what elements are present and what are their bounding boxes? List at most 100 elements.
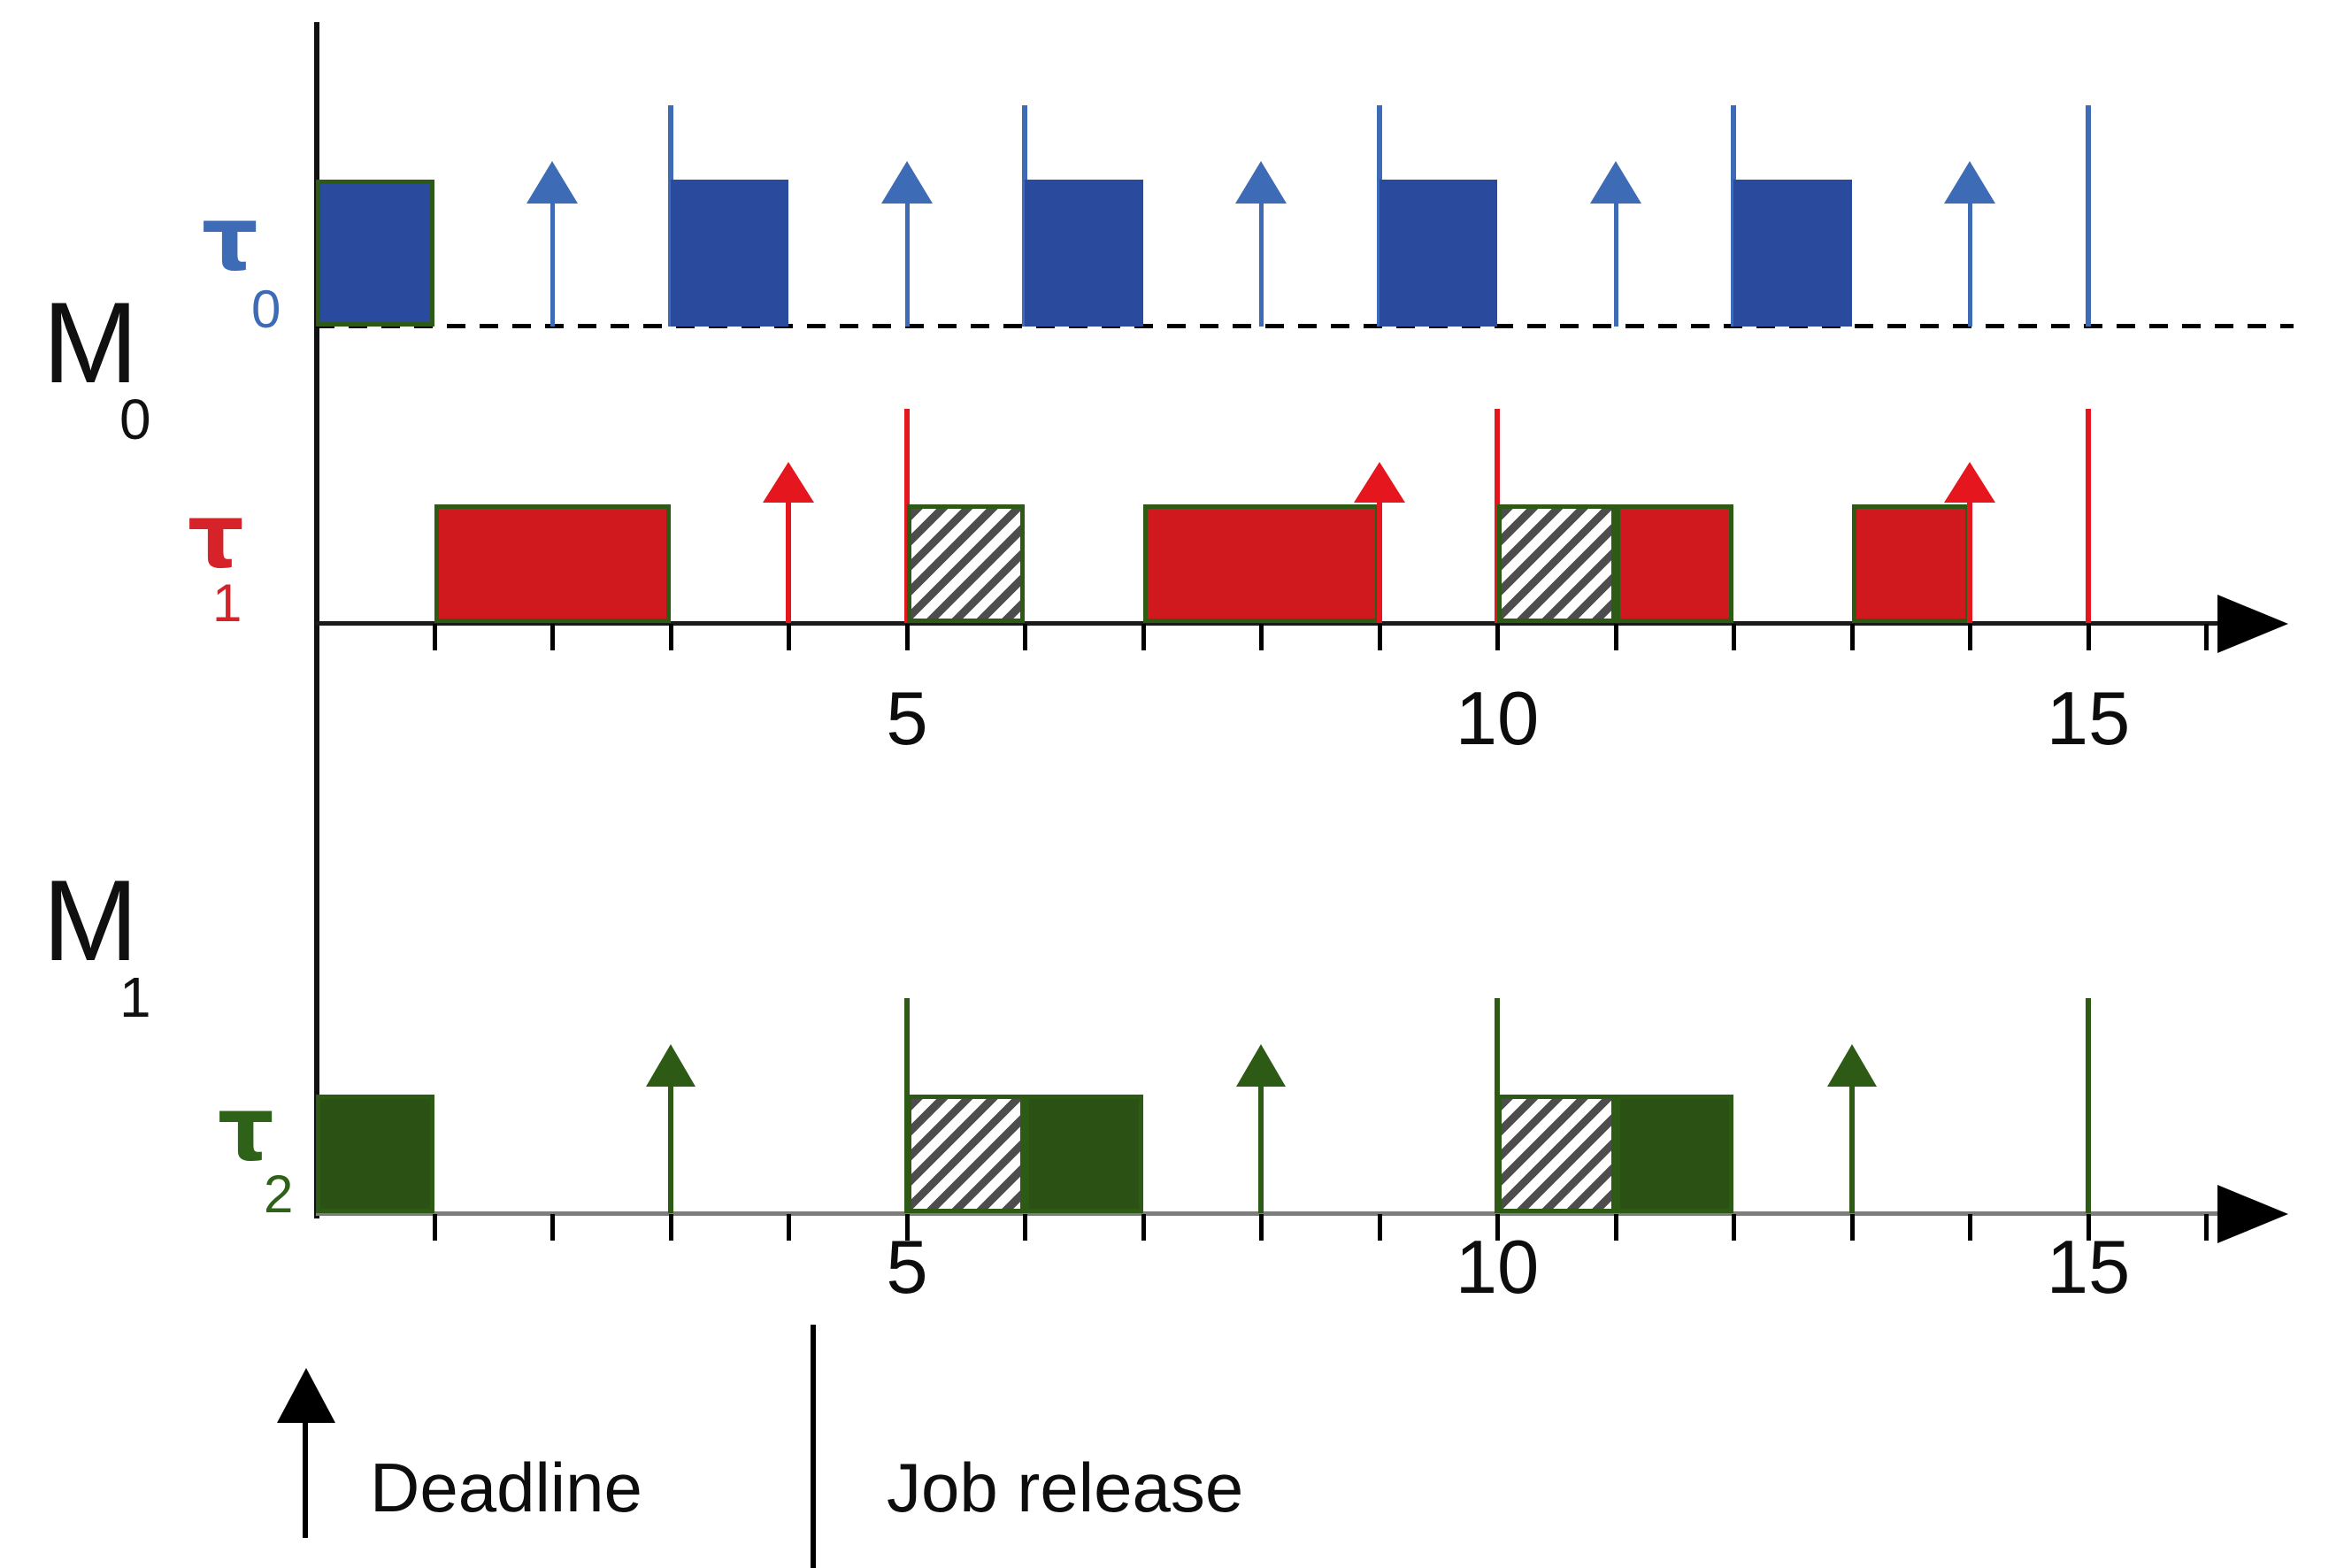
axis-0-tick [1023,624,1027,650]
tau0-deadline-arrow-stem [1259,198,1264,327]
tau1-execution-block [434,504,671,623]
axis-1-tick [1141,1214,1146,1241]
axis-1-tick [2204,1214,2209,1241]
tau2-deadline-arrow-stem [1849,1081,1855,1213]
legend-deadline-label: Deadline [370,1449,642,1526]
legend: Deadline Job release [0,1318,1327,1568]
tau0-deadline-arrow-icon [881,161,933,204]
deadline-arrow-stem [303,1418,308,1538]
legend-job-release-label: Job release [887,1449,1244,1526]
task-tau1-subscript: 1 [212,573,242,633]
tau0-deadline-arrow-stem [1614,198,1618,327]
tau0-deadline-arrow-stem [1968,198,1972,327]
tau1-deadline-arrow-stem [786,497,791,623]
tau1-deadline-arrow-stem [1377,497,1382,623]
axis-0-tick [1141,624,1146,650]
tau1-deadline-arrow-icon [1944,462,1995,503]
axis-0-label: 10 [1455,677,1540,761]
axis-0-tick [1850,624,1855,650]
tau0-execution-block [1025,180,1143,327]
axis-1-arrowhead-icon [2217,1185,2288,1243]
tau2-deadline-arrow-icon [646,1044,696,1087]
tau0-execution-block [1733,180,1852,327]
axis-1-tick [550,1214,555,1241]
axis-0-tick [669,624,673,650]
axis-0-tick [2087,624,2091,650]
y-axis-line [314,22,319,1218]
tau2-execution-block [907,1095,1025,1213]
tau1-deadline-arrow-icon [763,462,814,503]
axis-1-tick [1968,1214,1972,1241]
task-tau0-label: τ [202,187,258,290]
tau2-deadline-arrow-icon [1827,1044,1877,1087]
tau1-execution-block [907,504,1025,623]
axis-0-tick [1495,624,1500,650]
tau0-deadline-arrow-stem [550,198,555,327]
axis-0-tick [2204,624,2209,650]
task-tau2-label: τ [218,1077,274,1180]
axis-0-tick [787,624,791,650]
deadline-arrow-icon [277,1368,335,1423]
axis-1-tick [1732,1214,1736,1241]
axis-0-tick [433,624,437,650]
tau1-execution-block [1616,504,1733,623]
tau0-deadline-arrow-icon [1590,161,1641,204]
axis-1-tick [1614,1214,1618,1241]
tau0-deadline-arrow-stem [905,198,910,327]
tau2-execution-block [1497,1095,1616,1213]
axis-0-tick [1968,624,1972,650]
tau1-deadline-arrow-icon [1354,462,1405,503]
tau2-deadline-arrow-stem [668,1081,673,1213]
axis-1-label: 15 [2046,1226,2131,1310]
tau1-execution-block [1852,504,1970,623]
machine-1-label: M [42,856,139,985]
axis-1-tick [905,1214,910,1241]
axis-0-tick [1732,624,1736,650]
task-tau2-subscript: 2 [264,1164,294,1224]
axis-1-tick [1378,1214,1382,1241]
tau1-deadline-arrow-stem [1967,497,1972,623]
axis-0-tick [905,624,910,650]
axis-1-tick [787,1214,791,1241]
tau2-execution-block [316,1095,434,1213]
tau2-execution-block [1025,1095,1143,1213]
job-release-line-icon [811,1325,816,1568]
axis-1-tick [1023,1214,1027,1241]
machine-0-label: M [42,278,139,407]
axis-0-arrowhead-icon [2217,595,2288,653]
axis-1-tick [1259,1214,1264,1241]
tau2-release-line [2086,998,2091,1213]
axis-1-tick [433,1214,437,1241]
axis-0-label: 5 [886,677,928,761]
axis-1-label: 10 [1455,1226,1540,1310]
tau1-release-line [2086,409,2091,623]
axis-0-tick [550,624,555,650]
tau0-execution-block [671,180,788,327]
axis-1-tick [669,1214,673,1241]
axis-1-tick [1495,1214,1500,1241]
task-tau1-label: τ [188,484,244,588]
axis-0-tick [1259,624,1264,650]
axis-0-line [316,621,2223,626]
axis-1-tick [2087,1214,2091,1241]
machine-0-subscript: 0 [119,388,151,451]
tau1-execution-block [1497,504,1616,623]
tau2-deadline-arrow-stem [1258,1081,1264,1213]
task-tau0-subscript: 0 [251,280,281,339]
tau0-execution-block [316,180,434,327]
tau0-deadline-arrow-icon [1235,161,1287,204]
tau2-deadline-arrow-icon [1236,1044,1286,1087]
tau0-execution-block [1380,180,1497,327]
axis-0-label: 15 [2046,677,2131,761]
axis-1-line [316,1211,2223,1216]
tau1-execution-block [1143,504,1380,623]
tau0-dashed-baseline [316,324,2294,328]
axis-1-label: 5 [886,1226,928,1310]
machine-1-subscript: 1 [119,965,151,1029]
tau2-execution-block [1616,1095,1733,1213]
tau0-deadline-arrow-icon [526,161,578,204]
axis-0-tick [1378,624,1382,650]
axis-1-tick [1850,1214,1855,1241]
tau0-release-line [2086,105,2091,327]
